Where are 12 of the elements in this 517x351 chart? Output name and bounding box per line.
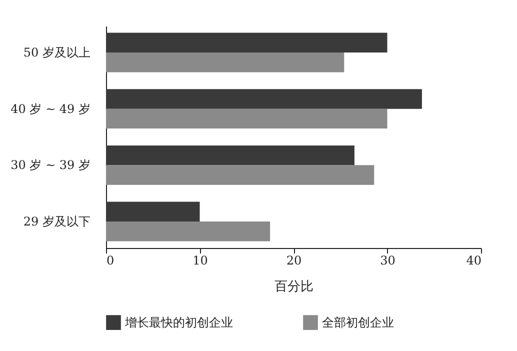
x-tick-label: 30 xyxy=(380,254,396,268)
x-tick-label: 20 xyxy=(286,254,302,268)
y-tick-label: 29 岁及以下 xyxy=(23,214,90,229)
x-tick-label: 40 xyxy=(466,254,482,268)
y-tick-label: 40 岁 ~ 49 岁 xyxy=(10,102,90,116)
y-tick-label: 30 岁 ~ 39 岁 xyxy=(10,158,90,172)
legend-label: 增长最快的初创企业 xyxy=(124,316,233,330)
legend-label: 全部初创企业 xyxy=(322,316,394,330)
y-tick-label: 50 岁及以上 xyxy=(23,45,90,60)
x-tick-label: 10 xyxy=(192,254,208,268)
x-axis-title: 百分比 xyxy=(274,280,314,294)
x-tick-label: 0 xyxy=(106,254,114,268)
